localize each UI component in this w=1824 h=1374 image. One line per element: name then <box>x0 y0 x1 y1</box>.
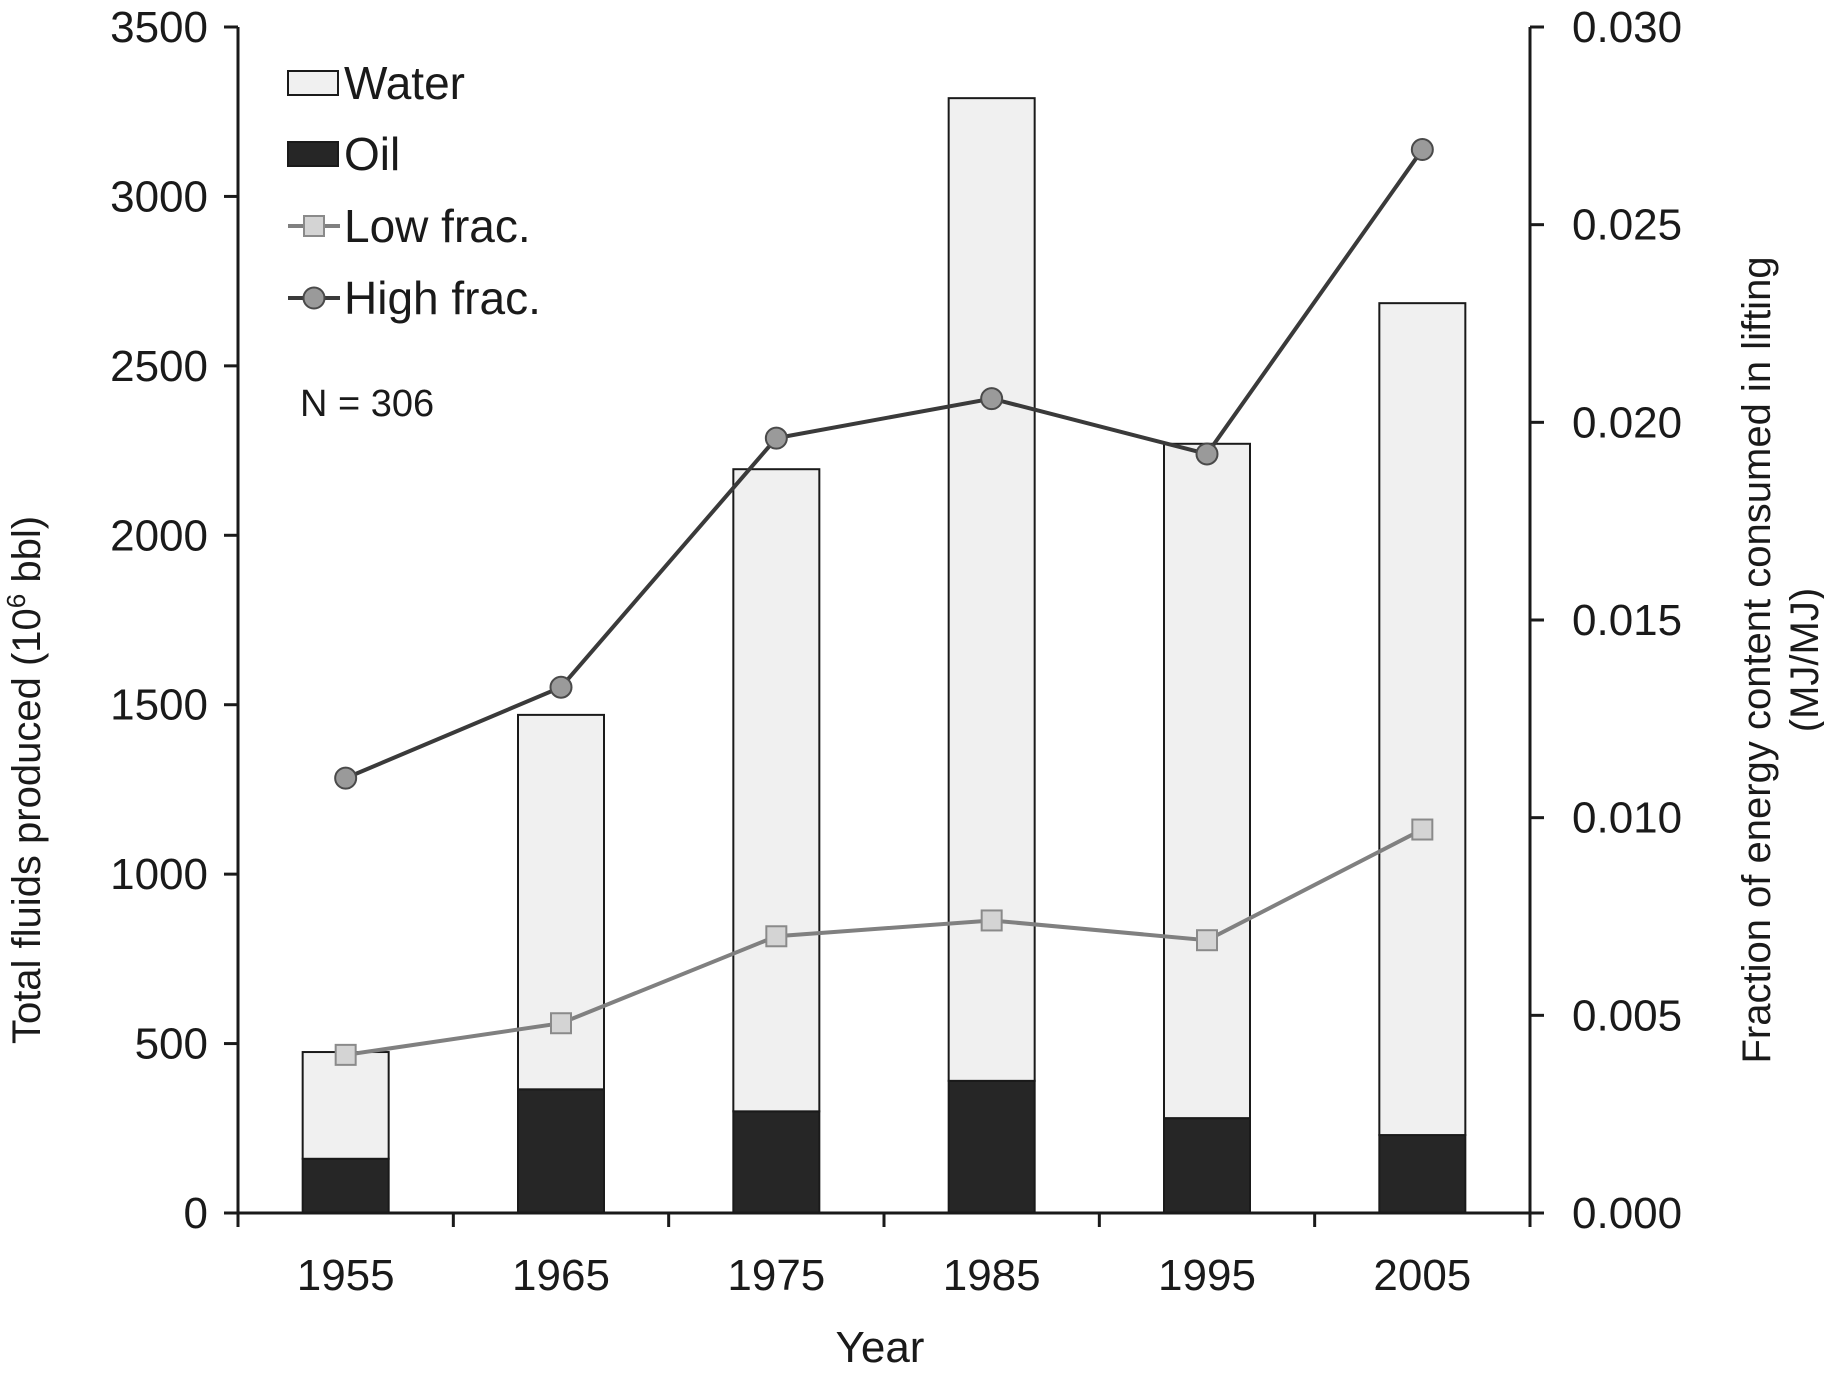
x-axis-title: Year <box>836 1323 925 1372</box>
legend-swatch-oil <box>287 141 339 167</box>
marker-high-frac-1965 <box>549 675 573 699</box>
marker-high-frac-1995 <box>1195 442 1219 466</box>
bar-water-1955 <box>301 1051 390 1160</box>
bar-water-1995 <box>1163 442 1251 1120</box>
bar-oil-1955 <box>301 1157 390 1214</box>
y2-tick-label-0.010: 0.010 <box>1572 794 1682 843</box>
bar-oil-1965 <box>517 1088 605 1214</box>
legend-label-water: Water <box>344 57 465 109</box>
x-tick-label-1995: 1995 <box>1158 1251 1256 1300</box>
y2-tick-label-0.020: 0.020 <box>1572 398 1682 447</box>
marker-low-frac-1955 <box>334 1043 357 1066</box>
y-tick-label-3500: 3500 <box>110 3 208 52</box>
marker-high-frac-1975 <box>764 426 788 450</box>
legend-label-high-frac: High frac. <box>344 272 541 324</box>
x-tick-label-1975: 1975 <box>727 1251 825 1300</box>
y2-tick-label-0.015: 0.015 <box>1572 596 1682 645</box>
marker-low-frac-2005 <box>1411 818 1434 841</box>
y-tick-label-1500: 1500 <box>110 681 208 730</box>
bar-oil-1995 <box>1163 1117 1251 1214</box>
y-axis-title-main: Total fluids produced (10 <box>5 608 49 1044</box>
bar-oil-1975 <box>732 1110 821 1215</box>
y2-axis-title-line2: (MJ/MJ) <box>1783 588 1824 732</box>
marker-low-frac-1995 <box>1196 929 1218 952</box>
line-high-frac <box>344 148 1424 780</box>
marker-low-frac-1965 <box>550 1012 572 1035</box>
legend-label-low-frac: Low frac. <box>344 200 531 252</box>
y-axis-title-end: bbl) <box>5 516 49 594</box>
legend-marker-high-frac <box>302 286 326 310</box>
y-tick-label-1000: 1000 <box>110 850 208 899</box>
y2-tick-label-0.000: 0.000 <box>1572 1189 1682 1238</box>
annotation-n: N = 306 <box>300 383 434 425</box>
marker-high-frac-2005 <box>1410 138 1434 162</box>
y-axis-title-sup: 6 <box>1 594 31 608</box>
x-tick-label-2005: 2005 <box>1373 1251 1471 1300</box>
bar-oil-1985 <box>947 1079 1036 1214</box>
y-axis-title: Total fluids produced (106 bbl) <box>1 516 49 1044</box>
y-tick-label-3000: 3000 <box>110 172 208 221</box>
x-tick-label-1955: 1955 <box>297 1251 395 1300</box>
bar-water-1975 <box>732 468 821 1113</box>
lines-layer <box>334 138 1434 1066</box>
legend-marker-low-frac <box>303 215 325 237</box>
marker-high-frac-1955 <box>334 766 358 790</box>
legend-swatch-water <box>287 70 339 96</box>
bars-layer <box>301 97 1467 1215</box>
marker-low-frac-1975 <box>765 925 788 948</box>
y-tick-label-2000: 2000 <box>110 511 208 560</box>
y2-tick-label-0.030: 0.030 <box>1572 3 1682 52</box>
legend: Water Oil Low frac. High frac. <box>287 57 541 324</box>
y2-tick-label-0.025: 0.025 <box>1572 201 1682 250</box>
y2-tick-label-0.005: 0.005 <box>1572 991 1682 1040</box>
y2-axis-title-line1: Fraction of energy content consumed in l… <box>1735 256 1779 1063</box>
line-low-frac <box>345 827 1424 1057</box>
y-tick-label-2500: 2500 <box>110 342 208 391</box>
y-tick-label-500: 500 <box>135 1020 208 1069</box>
y-tick-label-0: 0 <box>184 1189 208 1238</box>
legend-label-oil: Oil <box>344 128 400 180</box>
marker-low-frac-1985 <box>980 909 1003 932</box>
marker-high-frac-1985 <box>980 387 1004 411</box>
axes-layer: 0 500 1000 1500 2000 2500 3000 3500 0.000 0.005 0.… <box>110 3 1682 1300</box>
bar-water-2005 <box>1378 302 1467 1137</box>
x-tick-label-1965: 1965 <box>512 1251 610 1300</box>
x-tick-label-1985: 1985 <box>943 1251 1041 1300</box>
bar-oil-2005 <box>1378 1134 1467 1215</box>
bar-water-1985 <box>947 97 1036 1082</box>
